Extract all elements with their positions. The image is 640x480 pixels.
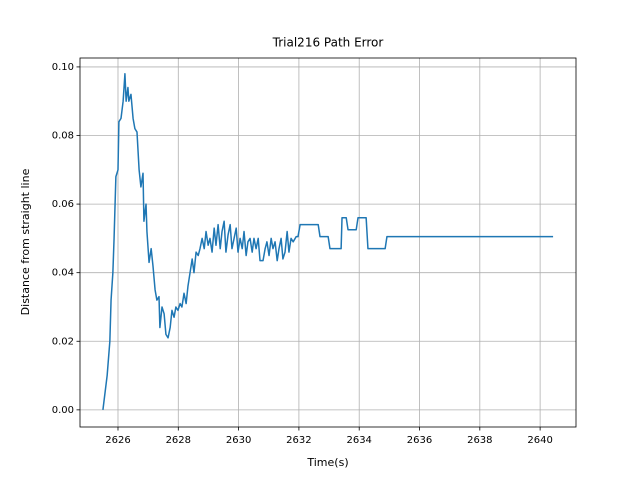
y-tick-label: 0.04 — [52, 268, 74, 279]
x-axis-label: Time(s) — [306, 456, 348, 469]
plot-frame — [79, 57, 577, 428]
y-tick-label: 0.10 — [52, 62, 74, 73]
data-line — [102, 73, 554, 410]
x-tick-label: 2636 — [407, 435, 432, 446]
x-tick-label: 2632 — [286, 435, 311, 446]
x-tick-label: 2628 — [166, 435, 191, 446]
chart-title: Trial216 Path Error — [272, 36, 384, 50]
y-axis-label: Distance from straight line — [19, 168, 32, 315]
x-tick-label: 2630 — [226, 435, 251, 446]
y-tick-label: 0.00 — [52, 405, 74, 416]
y-tick-label: 0.08 — [52, 131, 74, 142]
x-tick-label: 2626 — [105, 435, 130, 446]
x-tick-label: 2634 — [346, 435, 371, 446]
y-tick-label: 0.06 — [52, 199, 74, 210]
y-tick-label: 0.02 — [52, 336, 74, 347]
x-tick-label: 2640 — [527, 435, 552, 446]
x-tick-label: 2638 — [467, 435, 492, 446]
